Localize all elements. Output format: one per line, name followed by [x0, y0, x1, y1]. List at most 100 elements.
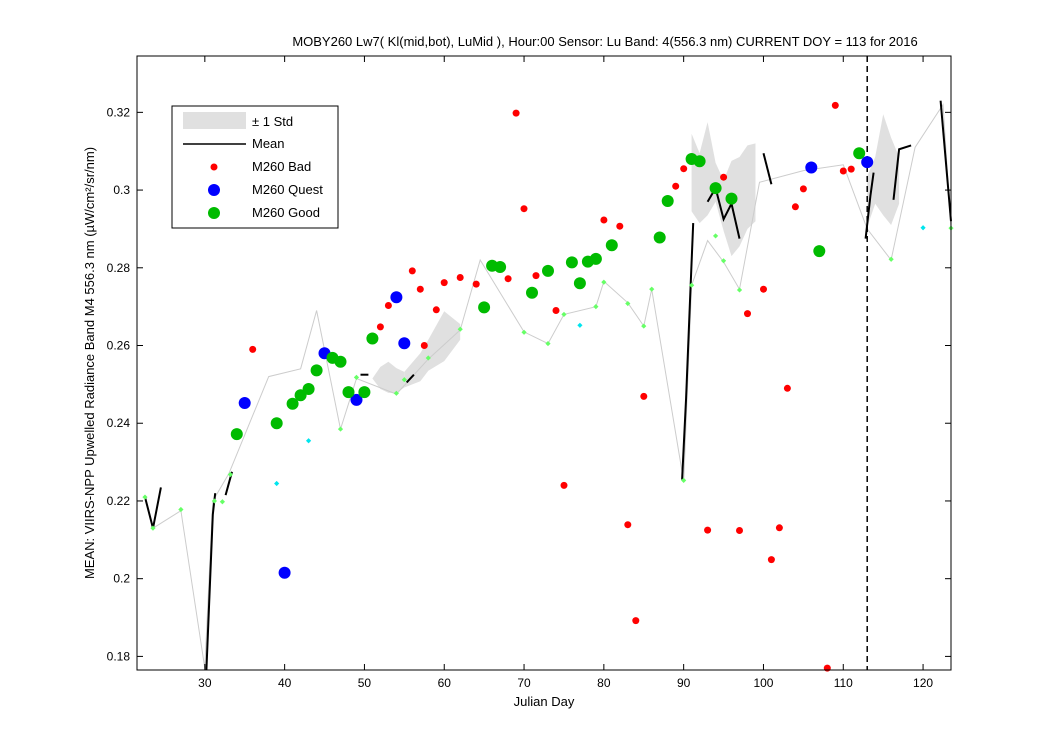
bad-point-12 [512, 109, 520, 117]
x-tick-label-6: 90 [677, 676, 691, 690]
x-tick-label-8: 110 [834, 676, 853, 690]
cyan-diamond-2 [577, 322, 583, 328]
good-point-25 [709, 182, 722, 195]
good-point-5 [310, 364, 323, 377]
bad-point-28 [760, 285, 767, 293]
y-tick-label-7: 0.32 [107, 105, 131, 119]
x-tick-label-9: 120 [913, 676, 933, 690]
bad-point-14 [532, 272, 540, 280]
quest-point-3 [350, 393, 363, 406]
green-diamond-2 [178, 506, 184, 513]
green-diamond-9 [401, 377, 407, 383]
green-diamond-17 [625, 300, 631, 307]
good-point-9 [358, 386, 371, 399]
std-band-1 [404, 311, 461, 388]
cyan-diamond-3 [920, 225, 926, 231]
green-diamond-23 [720, 258, 727, 264]
bad-point-4 [408, 267, 416, 275]
good-point-11 [478, 301, 491, 314]
bad-point-34 [823, 664, 831, 672]
cyan-small-layer [274, 225, 926, 487]
chart-title: MOBY260 Lw7( Kl(mid,bot), LuMid ), Hour:… [292, 34, 917, 49]
std-band-3 [867, 114, 900, 227]
green-diamond-7 [353, 374, 360, 380]
good-point-19 [589, 252, 602, 265]
good-point-24 [693, 155, 706, 168]
bad-point-31 [783, 384, 791, 392]
green-diamond-20 [681, 477, 687, 483]
x-tick-label-5: 80 [597, 676, 611, 690]
mean-segment-1 [205, 493, 217, 671]
green-small-layer [142, 225, 954, 531]
good-point-7 [334, 355, 347, 368]
green-diamond-24 [736, 287, 743, 293]
good-point-27 [813, 245, 826, 258]
mean-segment-7 [762, 152, 773, 185]
legend-std-label: ± 1 Std [252, 114, 293, 129]
green-diamond-11 [457, 326, 463, 332]
good-point-20 [605, 239, 618, 252]
x-axis-title: Julian Day [514, 694, 575, 709]
mean-segment-9 [892, 144, 912, 200]
green-diamond-16 [601, 279, 607, 285]
quest-point-1 [278, 566, 291, 579]
x-tick-label-3: 60 [438, 676, 452, 690]
legend-mean-label: Mean [252, 136, 285, 151]
bad-point-22 [672, 182, 680, 190]
green-diamond-0 [142, 494, 148, 500]
legend-bad-label: M260 Bad [252, 159, 311, 174]
bad-point-37 [847, 165, 855, 173]
plot-frame [136, 55, 952, 671]
bad-point-29 [767, 556, 775, 564]
green-diamond-18 [641, 323, 647, 329]
quest-point-5 [398, 337, 411, 350]
x-tick-label-1: 40 [278, 676, 292, 690]
good-points-layer [230, 147, 866, 441]
x-axis-ticks: 30 40 50 60 70 80 90 100 110 120 [198, 56, 933, 690]
good-point-10 [366, 332, 379, 345]
good-point-2 [286, 397, 299, 410]
green-diamond-12 [521, 329, 527, 335]
bad-point-13 [520, 205, 528, 213]
green-diamond-8 [393, 390, 399, 396]
bad-point-7 [432, 306, 440, 314]
bad-point-5 [416, 285, 424, 293]
green-diamond-6 [337, 426, 344, 432]
cyan-diamond-1 [305, 438, 312, 444]
green-diamond-21 [689, 282, 695, 288]
green-diamond-5 [227, 471, 233, 478]
good-point-1 [270, 417, 283, 430]
y-axis-ticks: 0.18 0.2 0.22 0.24 0.26 0.28 0.3 0.32 [107, 105, 951, 663]
bad-point-33 [799, 185, 807, 193]
good-point-17 [573, 277, 586, 290]
quest-point-0 [238, 397, 251, 409]
bad-point-23 [680, 165, 688, 173]
bad-point-24 [704, 526, 712, 534]
y-tick-label-3: 0.24 [107, 416, 131, 430]
bad-point-25 [720, 173, 728, 181]
y-tick-label-4: 0.26 [107, 339, 131, 353]
x-tick-label-0: 30 [198, 676, 212, 690]
good-point-0 [230, 428, 243, 441]
x-tick-label-2: 50 [358, 676, 372, 690]
good-point-22 [661, 195, 674, 207]
bad-point-27 [744, 310, 751, 318]
bad-point-0 [249, 345, 257, 353]
y-axis-title: MEAN: VIIRS-NPP Upwelled Radiance Band M… [82, 147, 97, 579]
good-point-21 [653, 231, 666, 244]
green-diamond-1 [150, 525, 156, 531]
bad-point-21 [640, 392, 648, 400]
bad-point-3 [384, 302, 392, 309]
bad-point-9 [456, 274, 464, 281]
mean-segment-10 [939, 100, 952, 222]
bad-point-6 [420, 342, 428, 349]
mean-line-layer [144, 100, 952, 671]
good-point-28 [853, 147, 866, 160]
good-point-13 [494, 261, 507, 273]
good-point-16 [565, 256, 578, 269]
legend-bad-marker [210, 163, 218, 171]
legend: ± 1 Std Mean M260 Bad M260 Quest M260 Go… [171, 105, 339, 229]
legend-quest-marker [208, 184, 220, 196]
y-tick-label-5: 0.28 [107, 261, 131, 275]
good-point-14 [526, 286, 538, 299]
